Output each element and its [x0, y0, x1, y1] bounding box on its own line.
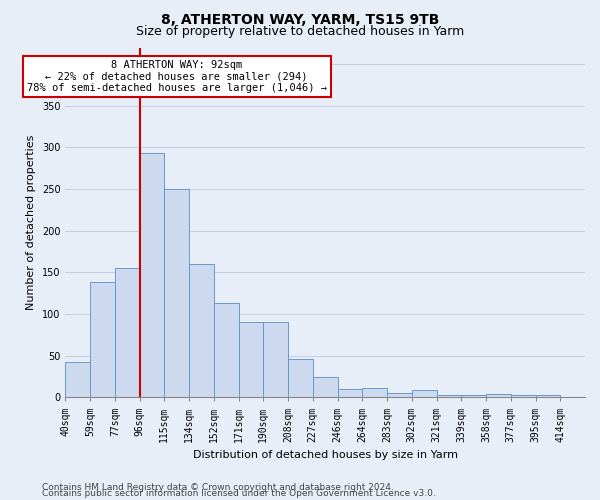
Bar [412, 390, 437, 398]
Bar [437, 395, 461, 398]
Bar [140, 154, 164, 398]
Bar [387, 393, 412, 398]
Bar [288, 359, 313, 398]
Bar [164, 189, 189, 398]
Bar [239, 322, 263, 398]
Text: Size of property relative to detached houses in Yarm: Size of property relative to detached ho… [136, 25, 464, 38]
Bar [486, 394, 511, 398]
Bar [536, 395, 560, 398]
Text: Contains public sector information licensed under the Open Government Licence v3: Contains public sector information licen… [42, 490, 436, 498]
Bar [338, 389, 362, 398]
Text: 8, ATHERTON WAY, YARM, TS15 9TB: 8, ATHERTON WAY, YARM, TS15 9TB [161, 12, 439, 26]
X-axis label: Distribution of detached houses by size in Yarm: Distribution of detached houses by size … [193, 450, 458, 460]
Bar [115, 268, 140, 398]
Bar [65, 362, 90, 398]
Bar [313, 376, 338, 398]
Bar [511, 395, 536, 398]
Text: Contains HM Land Registry data © Crown copyright and database right 2024.: Contains HM Land Registry data © Crown c… [42, 484, 394, 492]
Bar [90, 282, 115, 398]
Bar [362, 388, 387, 398]
Bar [461, 395, 486, 398]
Text: 8 ATHERTON WAY: 92sqm
← 22% of detached houses are smaller (294)
78% of semi-det: 8 ATHERTON WAY: 92sqm ← 22% of detached … [27, 60, 327, 93]
Bar [263, 322, 288, 398]
Y-axis label: Number of detached properties: Number of detached properties [26, 135, 37, 310]
Bar [189, 264, 214, 398]
Bar [214, 304, 239, 398]
